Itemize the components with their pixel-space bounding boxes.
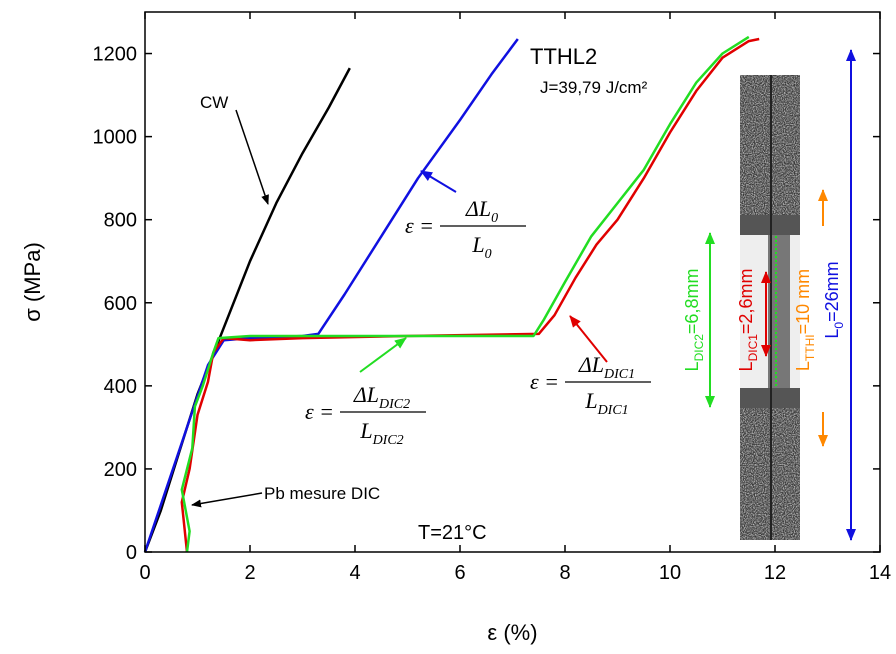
formula-lhs: ε = [405, 213, 434, 238]
formula-text: L [471, 232, 484, 257]
formula-text: L [359, 418, 372, 443]
series-line [143, 67, 351, 553]
formula-text: ΔL [578, 352, 604, 377]
label-text: =2,6mm [736, 269, 756, 335]
formula-text: ΔL [465, 196, 491, 221]
inset-label: LDIC2=6,8mm [682, 269, 706, 372]
label-text: =26mm [822, 261, 842, 322]
formula-subscript: 0 [491, 211, 498, 226]
label-subscript: TTHI [803, 334, 817, 361]
inset-label: LTTHI=10 mm [793, 269, 817, 371]
formula-denominator: LDIC2 [359, 418, 403, 448]
pb-label: Pb mesure DIC [264, 484, 380, 503]
inset-label: LDIC1=2,6mm [736, 269, 760, 372]
formula-text: L [584, 388, 597, 413]
sample-title: TTHL2 [530, 44, 597, 69]
x-tick-label: 10 [659, 562, 681, 584]
formula-denominator: LDIC1 [584, 388, 628, 418]
formula-subscript: DIC1 [603, 367, 635, 382]
y-tick-label: 1000 [93, 127, 138, 149]
label-text: L [822, 329, 842, 339]
x-tick-label: 8 [559, 562, 570, 584]
x-tick-label: 0 [139, 562, 150, 584]
callout-arrows [191, 109, 608, 508]
x-tick-label: 4 [349, 562, 360, 584]
label-subscript: DIC2 [692, 334, 706, 362]
label-text: =6,8mm [682, 269, 702, 335]
formula-lhs: ε = [305, 399, 334, 424]
y-tick-label: 400 [104, 376, 137, 398]
y-tick-label: 600 [104, 293, 137, 315]
formula-denominator: L0 [471, 232, 491, 262]
series-line [180, 37, 760, 553]
y-tick-label: 200 [104, 459, 137, 481]
formula-subscript: DIC2 [372, 433, 404, 448]
y-tick-label: 800 [104, 210, 137, 232]
plot-frame [144, 11, 881, 553]
formula-lhs: ε = [530, 369, 559, 394]
formula-text: ΔL [353, 382, 379, 407]
formula-subscript: 0 [485, 247, 492, 262]
series-line [180, 35, 750, 553]
label-text: L [682, 361, 702, 371]
label-text: L [736, 361, 756, 371]
formula-numerator: ΔL0 [465, 196, 498, 226]
cw-label: CW [200, 93, 228, 112]
x-tick-label: 2 [244, 562, 255, 584]
formula-numerator: ΔLDIC2 [353, 382, 410, 412]
label-text: L [793, 361, 813, 371]
x-tick-label: 14 [869, 562, 891, 584]
x-axis-label: ε (%) [487, 620, 537, 645]
formula-subscript: DIC2 [378, 397, 410, 412]
y-tick-label: 1200 [93, 44, 138, 66]
series-line [143, 38, 519, 553]
x-tick-label: 6 [454, 562, 465, 584]
temperature-label: T=21°C [418, 522, 487, 544]
label-text: =10 mm [793, 269, 813, 335]
label-subscript: DIC1 [746, 334, 760, 362]
inset-arrows [705, 49, 856, 541]
inset-label: L0=26mm [822, 261, 846, 338]
annotations: CW TTHL2 J=39,79 J/cm² Pb mesure DIC T=2… [200, 44, 648, 544]
formula-subscript: DIC1 [597, 403, 629, 418]
x-tick-label: 12 [764, 562, 786, 584]
label-subscript: 0 [832, 322, 846, 329]
energy-label: J=39,79 J/cm² [540, 78, 648, 97]
specimen-photo [740, 75, 800, 540]
y-tick-label: 0 [126, 542, 137, 564]
formula-numerator: ΔLDIC1 [578, 352, 635, 382]
y-axis-label: σ (MPa) [20, 242, 45, 322]
